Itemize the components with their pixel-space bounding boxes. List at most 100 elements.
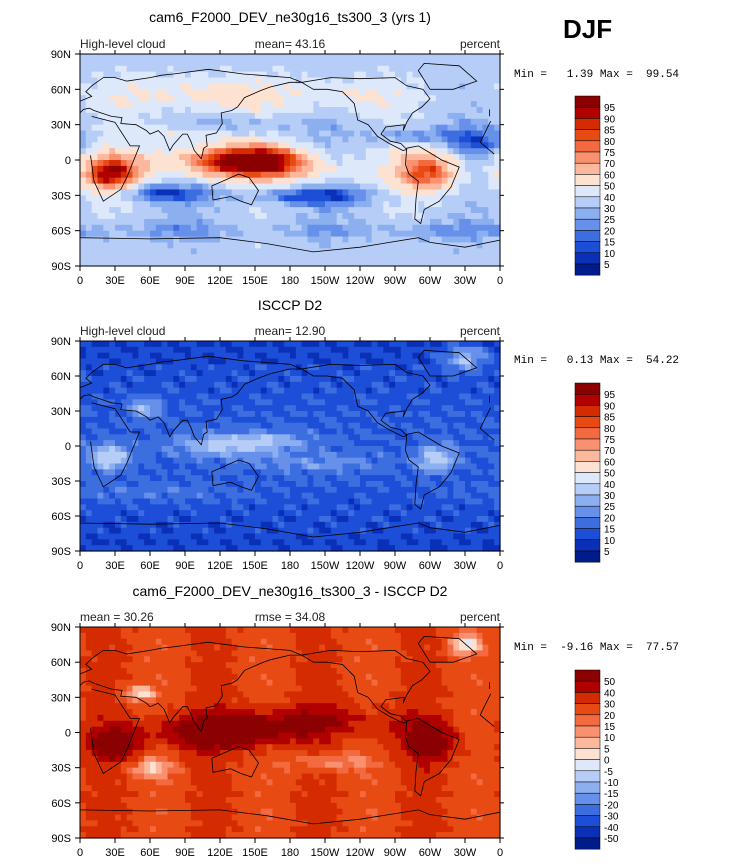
heatmap-cell <box>132 492 139 500</box>
heatmap-cell <box>435 260 443 267</box>
heatmap-cell <box>395 236 402 244</box>
heatmap-cell <box>214 201 221 208</box>
heatmap-cell <box>225 154 233 161</box>
heatmap-cell <box>103 521 110 529</box>
heatmap-cell <box>395 457 402 465</box>
heatmap-cell <box>80 112 87 120</box>
heatmap-cell <box>97 195 104 202</box>
heatmap-cell <box>290 341 297 348</box>
heatmap-cell <box>272 189 279 196</box>
heatmap-cell <box>336 107 344 114</box>
heatmap-cell <box>430 189 437 196</box>
heatmap-cell <box>266 498 274 505</box>
heatmap-cell <box>266 422 274 430</box>
heatmap-cell <box>208 165 215 173</box>
heatmap-cell <box>307 457 314 465</box>
heatmap-cell <box>249 242 256 249</box>
heatmap-cell <box>360 411 367 418</box>
heatmap-cell <box>412 533 419 540</box>
heatmap-cell <box>284 399 291 406</box>
heatmap-cell <box>389 376 396 383</box>
heatmap-cell <box>494 160 501 167</box>
heatmap-cell <box>179 177 186 185</box>
heatmap-cell <box>150 341 157 348</box>
heatmap-cell <box>412 346 419 354</box>
heatmap-cell <box>255 399 262 406</box>
heatmap-cell <box>155 195 163 202</box>
heatmap-cell <box>301 411 309 418</box>
heatmap-cell <box>313 183 320 191</box>
heatmap-cell <box>161 545 169 552</box>
heatmap-cell <box>330 136 338 143</box>
heatmap-cell <box>138 54 145 61</box>
heatmap-cell <box>103 352 110 360</box>
heatmap-cell <box>441 504 449 511</box>
heatmap-cell <box>237 446 244 453</box>
heatmap-cell <box>266 201 274 208</box>
heatmap-cell <box>360 89 367 96</box>
heatmap-cell <box>202 77 209 85</box>
heatmap-cell <box>319 516 326 523</box>
heatmap-cell <box>208 142 215 149</box>
heatmap-cell <box>412 393 419 400</box>
heatmap-cell <box>231 434 239 441</box>
heatmap-cell <box>424 387 431 395</box>
heatmap-cell <box>447 358 454 365</box>
heatmap-cell <box>208 195 215 202</box>
heatmap-cell <box>85 213 93 220</box>
heatmap-cell <box>354 469 361 476</box>
heatmap-cell <box>155 440 163 447</box>
heatmap-cell <box>336 469 344 476</box>
heatmap-cell <box>138 376 145 383</box>
heatmap-cell <box>161 451 169 459</box>
heatmap-cell <box>115 527 122 535</box>
heatmap-cell <box>144 165 151 173</box>
x-tick-label: 150W <box>311 275 340 287</box>
heatmap-cell <box>103 89 110 96</box>
heatmap-cell <box>138 516 145 523</box>
heatmap-cell <box>336 422 344 430</box>
heatmap-cell <box>80 242 87 249</box>
heatmap-cell <box>377 527 384 535</box>
heatmap-cell <box>103 183 110 191</box>
heatmap-cell <box>266 142 274 149</box>
heatmap-cell <box>325 346 332 354</box>
heatmap-cell <box>272 171 279 179</box>
heatmap-cell <box>260 248 268 255</box>
heatmap-cell <box>185 130 192 138</box>
heatmap-cell <box>348 254 355 261</box>
heatmap-cell <box>97 387 104 395</box>
heatmap-cell <box>476 236 484 244</box>
heatmap-cell <box>354 381 361 389</box>
heatmap-cell <box>249 213 256 220</box>
heatmap-cell <box>400 148 408 155</box>
heatmap-cell <box>185 393 192 400</box>
heatmap-cell <box>220 54 227 61</box>
heatmap-cell <box>115 224 122 232</box>
heatmap-cell <box>185 65 192 73</box>
heatmap-cell <box>400 218 408 226</box>
heatmap-cell <box>150 59 157 67</box>
heatmap-cell <box>196 527 204 535</box>
panel-1 <box>75 50 601 276</box>
heatmap-cell <box>383 207 390 214</box>
heatmap-cell <box>319 160 326 167</box>
heatmap-cell <box>237 469 244 476</box>
heatmap-cell <box>348 160 355 167</box>
heatmap-cell <box>150 160 157 167</box>
heatmap-cell <box>243 416 250 424</box>
heatmap-cell <box>400 341 408 348</box>
heatmap-cell <box>313 260 320 267</box>
heatmap-cell <box>278 213 285 220</box>
heatmap-cell <box>400 142 408 149</box>
heatmap-cell <box>225 189 233 196</box>
heatmap-cell <box>91 254 99 261</box>
heatmap-cell <box>150 451 157 459</box>
heatmap-cell <box>173 475 180 482</box>
heatmap-cell <box>255 77 262 85</box>
heatmap-cell <box>395 89 402 96</box>
heatmap-cell <box>115 59 122 67</box>
heatmap-cell <box>371 224 379 232</box>
heatmap-cell <box>161 112 169 120</box>
heatmap-cell <box>307 207 314 214</box>
